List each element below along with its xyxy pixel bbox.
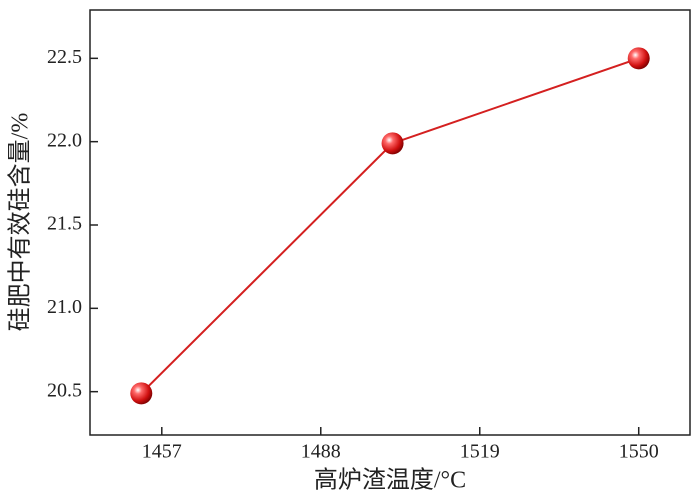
x-tick-label: 1550 xyxy=(619,441,659,463)
y-tick-label: 20.5 xyxy=(47,379,82,401)
y-tick-label: 21.0 xyxy=(47,296,82,318)
y-tick-label: 22.5 xyxy=(47,46,82,68)
x-axis-title: 高炉渣温度/°C xyxy=(314,467,466,494)
plot-frame xyxy=(89,9,691,436)
y-tick-label: 22.0 xyxy=(47,129,82,151)
point xyxy=(381,132,404,155)
x-tick-label: 1488 xyxy=(301,441,341,463)
y-axis-title: 硅肥中有效硅含量/% xyxy=(7,113,34,332)
y-tick-label: 21.5 xyxy=(47,213,82,235)
line xyxy=(140,57,640,395)
point xyxy=(130,382,153,405)
point xyxy=(627,47,650,70)
x-tick-label: 1519 xyxy=(460,441,500,463)
x-tick-label: 1457 xyxy=(142,441,182,463)
